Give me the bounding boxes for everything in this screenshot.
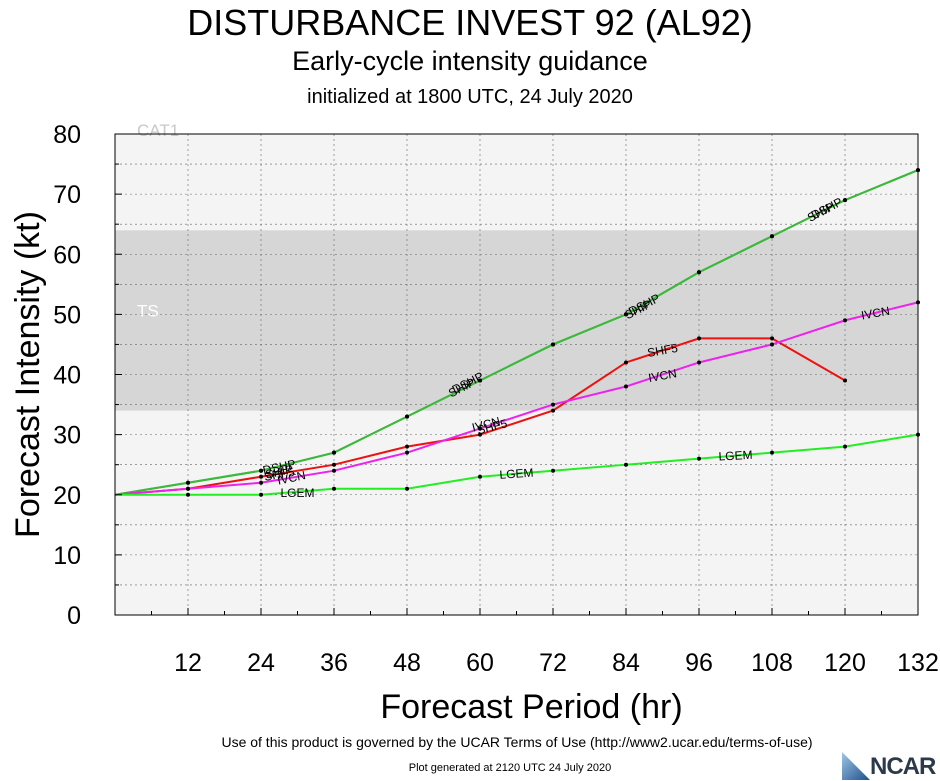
chart-title: DISTURBANCE INVEST 92 (AL92) <box>187 2 753 43</box>
y-axis-label: Forecast Intensity (kt) <box>9 211 47 538</box>
band-cat1 <box>115 134 918 231</box>
band-label-ts: TS <box>137 301 159 320</box>
data-point-ship <box>405 414 409 419</box>
x-tick-label: 132 <box>897 649 939 677</box>
data-point-lgem <box>624 462 628 467</box>
data-point-lgem <box>551 468 555 473</box>
data-point-ship <box>186 480 190 485</box>
data-point-ivcn <box>478 426 482 431</box>
series-label-lgem: LGEM <box>499 466 534 482</box>
series-label-ivcn: IVCN <box>470 414 501 435</box>
y-tick-label: 70 <box>53 181 81 209</box>
y-tick-label: 10 <box>53 542 81 570</box>
data-point-ship <box>332 450 336 455</box>
data-point-shf5 <box>697 336 701 341</box>
data-point-ship <box>624 312 628 317</box>
series-label-shf5: SHF5 <box>263 465 296 484</box>
series-label-ivcn: IVCN <box>860 304 891 323</box>
data-point-ivcn <box>624 384 628 389</box>
y-tick-label: 0 <box>67 602 81 630</box>
terms-of-use: Use of this product is governed by the U… <box>221 734 813 750</box>
band-ts <box>115 230 918 411</box>
x-tick-label: 48 <box>393 649 421 677</box>
series-line-ivcn <box>114 301 919 496</box>
data-point-ivcn <box>770 342 774 347</box>
data-point-shf5 <box>551 408 555 413</box>
x-tick-label: 120 <box>824 649 866 677</box>
data-point-shf5 <box>332 462 336 467</box>
data-point-ivcn <box>332 468 336 473</box>
data-point-ivcn <box>186 486 190 491</box>
x-tick-label: 72 <box>539 649 567 677</box>
series-line-lgem <box>115 433 919 496</box>
data-point-lgem <box>405 486 409 491</box>
data-point-ivcn <box>551 402 555 407</box>
y-tick-label: 60 <box>53 241 81 269</box>
data-point-ivcn <box>259 480 263 485</box>
data-point-shf5 <box>405 444 409 449</box>
x-axis-ticks: 12 24 36 48 60 72 84 96 108 120 132 <box>151 608 939 677</box>
y-tick-label: 50 <box>53 301 81 329</box>
x-tick-label: 84 <box>612 649 640 677</box>
y-tick-label: 80 <box>53 121 81 149</box>
data-point-shf5 <box>259 474 263 479</box>
data-point-lgem <box>478 474 482 479</box>
ncar-logo-icon <box>842 752 870 780</box>
data-point-shf5 <box>624 360 628 365</box>
x-tick-label: 12 <box>174 649 202 677</box>
data-point-lgem <box>332 486 336 491</box>
series-label-ivcn: IVCN <box>647 366 678 385</box>
data-point-ship <box>551 342 555 347</box>
data-point-lgem <box>770 450 774 455</box>
x-tick-label: 36 <box>320 649 348 677</box>
y-tick-label: 30 <box>53 422 81 450</box>
x-axis-label: Forecast Period (hr) <box>380 688 682 726</box>
x-tick-label: 60 <box>466 649 494 677</box>
data-point-ivcn <box>697 360 701 365</box>
y-tick-label: 20 <box>53 482 81 510</box>
x-tick-label: 96 <box>685 649 713 677</box>
y-tick-label: 40 <box>53 362 81 390</box>
data-point-lgem <box>186 492 190 497</box>
data-point-ship <box>770 234 774 239</box>
data-point-ivcn <box>843 318 847 323</box>
band-label-cat1: CAT1 <box>137 121 179 140</box>
data-point-shf5 <box>770 336 774 341</box>
x-tick-label: 24 <box>247 649 275 677</box>
intensity-bands <box>115 134 918 615</box>
series-label-shf5: SHF5 <box>646 341 679 360</box>
ncar-logo-text: NCAR <box>870 753 936 780</box>
data-point-ship <box>259 468 263 473</box>
data-point-shf5 <box>843 378 847 383</box>
data-point-shf5 <box>478 432 482 437</box>
grid-lines <box>115 134 918 615</box>
series-label-lgem: LGEM <box>718 448 753 464</box>
initialization-time: initialized at 1800 UTC, 24 July 2020 <box>307 86 633 108</box>
model-series <box>114 168 920 497</box>
data-point-lgem <box>697 456 701 461</box>
series-label-dshp: DSHP <box>261 457 297 478</box>
series-label-ship: SHIP <box>264 462 294 482</box>
series-label-ivcn: IVCN <box>276 468 307 488</box>
chart-subtitle: Early-cycle intensity guidance <box>292 46 648 76</box>
data-point-lgem <box>843 444 847 449</box>
data-point-ivcn <box>405 450 409 455</box>
data-point-lgem <box>259 492 263 497</box>
series-label-lgem: LGEM <box>280 486 314 500</box>
series-line-ship <box>114 169 919 496</box>
data-point-ship <box>697 270 701 275</box>
data-point-ship <box>843 198 847 203</box>
x-tick-label: 108 <box>751 649 793 677</box>
band-labels: TS CAT1 <box>137 121 179 320</box>
data-point-ship <box>478 378 482 383</box>
y-axis-ticks: 0 10 20 30 40 50 60 70 80 <box>53 121 122 630</box>
generated-time: Plot generated at 2120 UTC 24 July 2020 <box>408 762 612 774</box>
